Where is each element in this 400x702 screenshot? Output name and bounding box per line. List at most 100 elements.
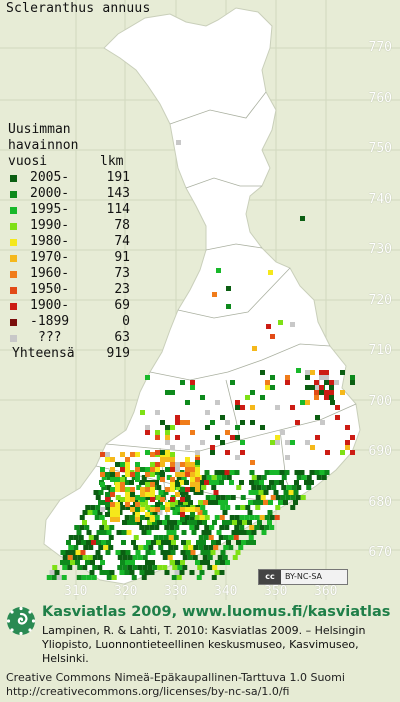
observation-square xyxy=(275,440,280,445)
observation-square xyxy=(187,555,193,560)
observation-square xyxy=(240,405,245,410)
observation-square xyxy=(223,545,229,550)
observation-square xyxy=(222,555,228,560)
observation-square xyxy=(146,540,151,545)
observation-square xyxy=(201,475,207,480)
observation-square xyxy=(255,495,261,500)
observation-square xyxy=(86,575,92,580)
observation-square xyxy=(155,435,160,440)
observation-square xyxy=(135,467,140,472)
observation-square xyxy=(260,395,265,400)
observation-square xyxy=(169,525,175,530)
observation-square xyxy=(81,540,86,545)
observation-square xyxy=(219,470,225,475)
observation-square xyxy=(201,530,207,535)
observation-square xyxy=(274,470,280,475)
observation-square xyxy=(76,575,82,580)
observation-square xyxy=(264,515,270,520)
observation-square xyxy=(197,510,203,515)
observation-square xyxy=(136,485,142,490)
observation-square xyxy=(324,390,329,395)
observation-square xyxy=(279,480,284,485)
observation-square xyxy=(65,560,70,565)
observation-square xyxy=(244,515,250,520)
observation-square xyxy=(335,405,340,410)
observation-square xyxy=(216,268,221,273)
observation-square xyxy=(235,550,241,555)
observation-square xyxy=(273,490,279,495)
observation-square xyxy=(228,545,234,550)
observation-square xyxy=(245,395,250,400)
observation-square xyxy=(155,502,160,507)
observation-square xyxy=(218,500,223,505)
observation-square xyxy=(260,495,266,500)
observation-square xyxy=(105,512,110,517)
observation-square xyxy=(106,485,112,490)
observation-square xyxy=(187,520,192,525)
y-axis-tick-label: 690 xyxy=(368,444,392,459)
observation-square xyxy=(171,575,177,580)
observation-square xyxy=(350,450,355,455)
observation-square xyxy=(154,525,160,530)
observation-square xyxy=(240,450,245,455)
legend-count: 23 xyxy=(114,282,130,297)
observation-square xyxy=(131,475,137,480)
observation-square xyxy=(170,560,175,565)
observation-square xyxy=(261,485,267,490)
observation-square xyxy=(105,497,110,502)
observation-square xyxy=(100,482,105,487)
observation-square xyxy=(225,495,231,500)
legend-year-label: ??? xyxy=(38,330,62,345)
observation-square xyxy=(285,380,290,385)
observation-square xyxy=(234,515,240,520)
observation-square xyxy=(138,500,143,505)
observation-square xyxy=(195,560,200,565)
observation-square xyxy=(205,495,211,500)
observation-square xyxy=(211,575,217,580)
observation-square xyxy=(165,425,170,430)
observation-square xyxy=(139,525,145,530)
observation-square xyxy=(191,530,197,535)
observation-square xyxy=(150,487,155,492)
observation-square xyxy=(92,565,98,570)
observation-square xyxy=(140,410,145,415)
observation-square xyxy=(125,502,130,507)
observation-square xyxy=(174,570,180,575)
observation-square xyxy=(220,440,225,445)
observation-square xyxy=(148,545,154,550)
legend-row: 1995- 114 xyxy=(8,202,130,218)
observation-square xyxy=(185,507,190,512)
observation-square xyxy=(110,492,115,497)
observation-square xyxy=(125,457,130,462)
observation-square xyxy=(87,555,93,560)
legend: Uusimman havainnon vuosi lkm 2005- 191 200… xyxy=(8,122,130,362)
observation-square xyxy=(155,507,160,512)
observation-square xyxy=(73,545,79,550)
observation-square xyxy=(139,515,145,520)
observation-square xyxy=(329,385,334,390)
observation-square xyxy=(206,530,212,535)
observation-square xyxy=(164,525,170,530)
observation-square xyxy=(275,505,281,510)
observation-square xyxy=(104,570,110,575)
observation-square xyxy=(271,485,277,490)
observation-square xyxy=(203,545,209,550)
observation-square xyxy=(180,507,185,512)
legend-row: 1980- 74 xyxy=(8,234,130,250)
observation-square xyxy=(94,515,100,520)
observation-square xyxy=(248,490,254,495)
observation-square xyxy=(226,304,231,309)
observation-square xyxy=(142,565,148,570)
observation-square xyxy=(110,477,115,482)
observation-square xyxy=(314,470,320,475)
observation-square xyxy=(150,482,155,487)
observation-square xyxy=(251,530,257,535)
observation-square xyxy=(190,550,196,555)
observation-square xyxy=(170,425,175,430)
observation-square xyxy=(284,470,290,475)
observation-square xyxy=(86,530,92,535)
observation-square xyxy=(175,462,180,467)
legend-count: 69 xyxy=(114,298,130,313)
observation-square xyxy=(115,487,120,492)
legend-count: 0 xyxy=(122,314,130,329)
